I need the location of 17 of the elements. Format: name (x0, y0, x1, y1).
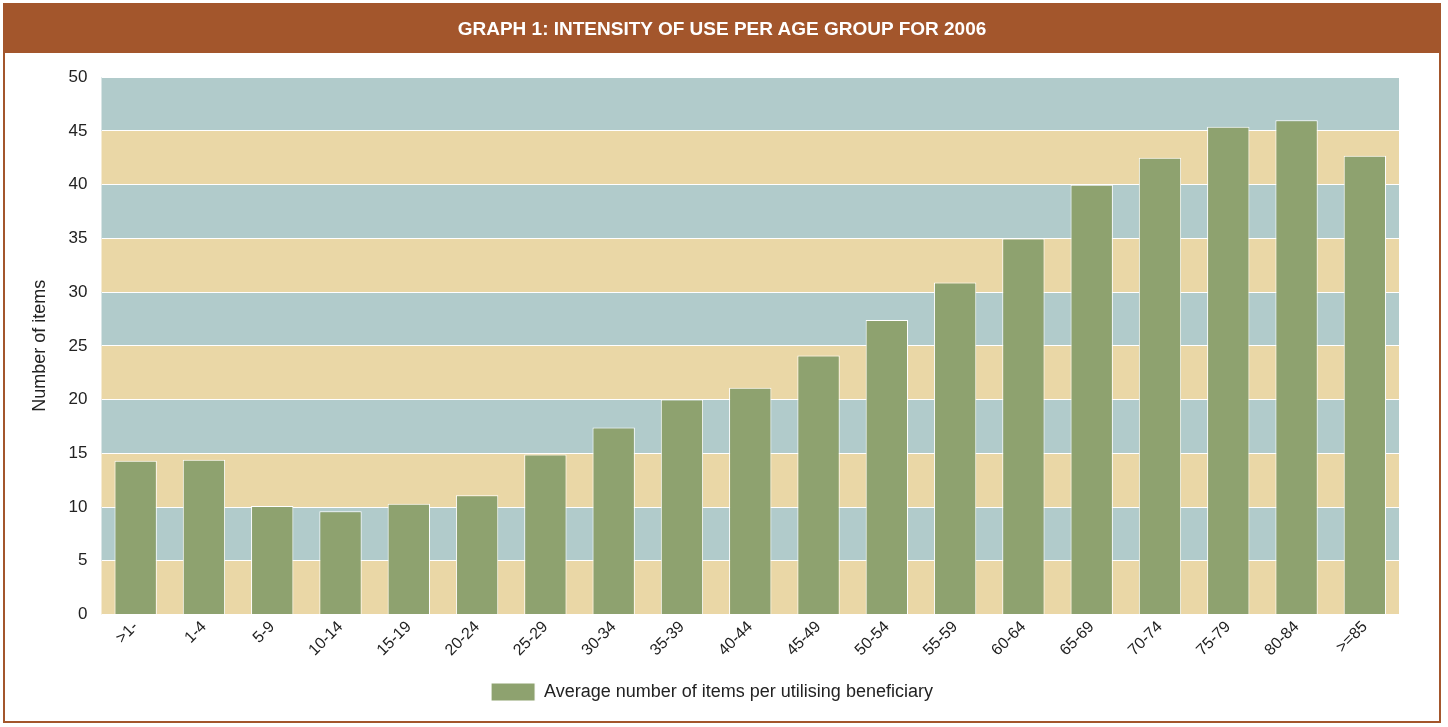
y-tick-label: 0 (78, 604, 88, 624)
legend-label: Average number of items per utilising beneficiary (544, 680, 933, 701)
x-tick-label: 1-4 (180, 617, 210, 646)
y-tick-label: 20 (68, 389, 88, 409)
chart-title: GRAPH 1: INTENSITY OF USE PER AGE GROUP FOR 2006 (5, 3, 1439, 53)
y-tick-label: 10 (68, 496, 88, 516)
y-tick-label: 40 (68, 174, 88, 194)
y-tick-label: 30 (68, 281, 88, 301)
y-tick-label: 15 (68, 442, 88, 462)
x-tick-label: >1- (112, 617, 141, 647)
y-tick-label: 25 (68, 335, 88, 355)
y-tick-label: 5 (78, 550, 88, 570)
y-tick-label: 45 (68, 120, 88, 140)
y-tick-label: 35 (68, 228, 88, 248)
y-tick-label: 50 (68, 66, 88, 86)
y-axis-title: Number of items (28, 279, 49, 412)
x-tick-label: 5-9 (249, 617, 278, 646)
